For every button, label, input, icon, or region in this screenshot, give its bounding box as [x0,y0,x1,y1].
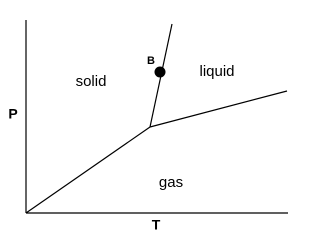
phase-diagram: B solid liquid gas P T [8,20,288,233]
x-axis-label: T [152,217,161,233]
vaporization-curve [149,90,288,128]
point-b [154,66,166,78]
liquid-label: liquid [199,63,234,80]
solid-label: solid [76,73,107,90]
sublimation-curve [25,126,151,214]
y-axis-label: P [8,106,17,122]
gas-label: gas [159,174,183,191]
point-label: B [147,55,155,67]
